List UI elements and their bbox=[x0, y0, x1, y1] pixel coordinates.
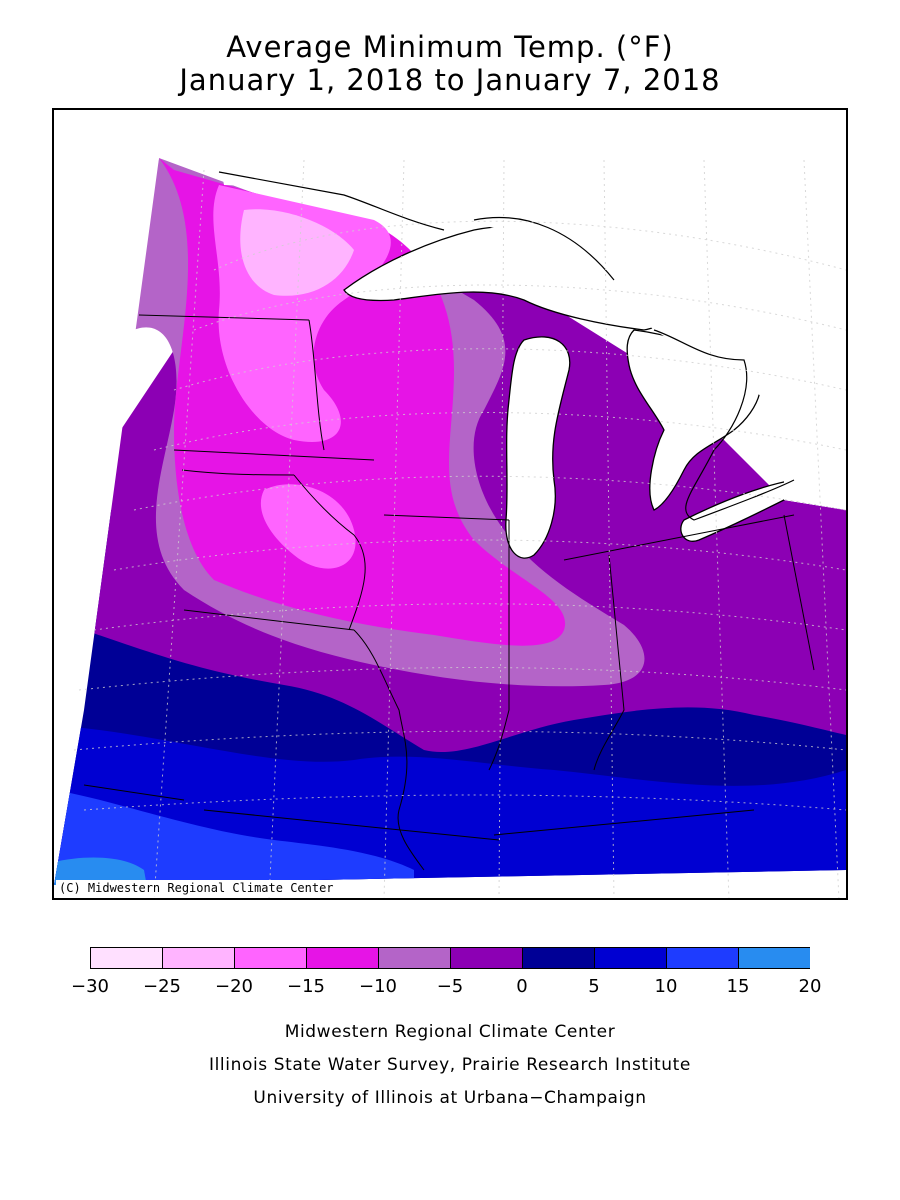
credit-organization: Midwestern Regional Climate Center bbox=[284, 1022, 616, 1042]
legend-tick-label: 10 bbox=[654, 976, 678, 997]
credit-survey: Illinois State Water Survey, Prairie Res… bbox=[209, 1055, 691, 1075]
legend-swatch bbox=[522, 947, 595, 969]
legend-swatch bbox=[306, 947, 379, 969]
legend-swatch bbox=[666, 947, 739, 969]
map-title: Average Minimum Temp. (°F) bbox=[226, 30, 674, 64]
lake-michigan bbox=[505, 336, 571, 559]
northern-land bbox=[219, 110, 846, 510]
legend-swatch bbox=[738, 947, 810, 969]
state-boundaries bbox=[83, 314, 815, 871]
legend-tick-label: 0 bbox=[516, 976, 528, 997]
legend-tick-label: −25 bbox=[143, 976, 181, 997]
temperature-map bbox=[54, 110, 846, 898]
band-15-to-20 bbox=[54, 857, 149, 885]
credit-university: University of Illinois at Urbana−Champai… bbox=[253, 1088, 647, 1108]
lake-erie bbox=[680, 479, 795, 542]
legend-tick-label: −30 bbox=[71, 976, 109, 997]
legend-swatch bbox=[378, 947, 451, 969]
legend-swatch bbox=[234, 947, 307, 969]
legend-colorbar bbox=[90, 947, 810, 969]
legend-tick-label: 20 bbox=[798, 976, 822, 997]
band-minus25-to-minus20 bbox=[240, 209, 354, 296]
map-date-range: January 1, 2018 to January 7, 2018 bbox=[179, 63, 721, 97]
legend-tick-labels: −30 −25 −20 −15 −10 −5 0 5 10 15 20 bbox=[71, 976, 821, 1000]
legend-swatches bbox=[90, 947, 810, 969]
legend-tick-label: 15 bbox=[726, 976, 750, 997]
legend-swatch bbox=[162, 947, 235, 969]
map-panel: (C) Midwestern Regional Climate Center bbox=[52, 108, 848, 900]
band-minus20-to-minus15-iowa bbox=[260, 484, 356, 569]
legend-tick-label: 5 bbox=[588, 976, 600, 997]
legend-tick-label: −15 bbox=[287, 976, 325, 997]
legend-swatch bbox=[594, 947, 667, 969]
canada-border bbox=[218, 171, 795, 521]
map-copyright: (C) Midwestern Regional Climate Center bbox=[56, 880, 337, 896]
legend-swatch bbox=[90, 947, 163, 969]
legend-tick-label: −20 bbox=[215, 976, 253, 997]
legend-tick-label: −10 bbox=[359, 976, 397, 997]
graticule bbox=[73, 159, 846, 898]
legend-tick-label: −5 bbox=[436, 976, 464, 997]
legend-swatch bbox=[450, 947, 523, 969]
